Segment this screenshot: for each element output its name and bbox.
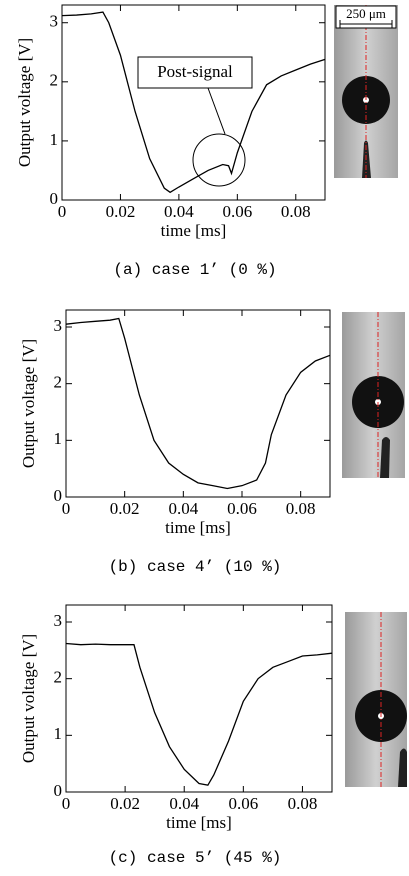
caption: (c) case 5’ (45 %) [109, 849, 282, 867]
data-line [65, 317, 331, 490]
y-tick-label: 3 [54, 316, 63, 335]
annotation-leader [207, 87, 226, 135]
x-axis-label: time [ms] [166, 813, 232, 832]
x-tick-label: 0 [58, 202, 67, 221]
plot-frame [65, 604, 333, 793]
photo [345, 612, 407, 787]
annotation-circle [192, 133, 246, 187]
x-tick-label: 0.04 [164, 202, 194, 221]
y-tick-label: 0 [54, 486, 63, 505]
x-tick-label: 0.08 [288, 794, 318, 813]
plot-frame [65, 309, 331, 498]
y-tick-label: 0 [50, 189, 59, 208]
y-tick-label: 1 [54, 429, 63, 448]
data-line [65, 642, 333, 786]
photo: 250 μm [334, 5, 398, 178]
y-tick-label: 2 [54, 373, 63, 392]
x-tick-label: 0.08 [281, 202, 311, 221]
x-axis-label: time [ms] [165, 518, 231, 537]
y-tick-label: 1 [50, 130, 59, 149]
x-tick-label: 0.06 [222, 202, 252, 221]
caption: (b) case 4’ (10 %) [109, 558, 282, 576]
x-tick-label: 0 [62, 794, 71, 813]
x-tick-label: 0 [62, 499, 71, 518]
annotation-box [137, 56, 253, 89]
caption: (a) case 1’ (0 %) [113, 261, 276, 279]
x-tick-label: 0.04 [169, 794, 199, 813]
y-axis-label: Output voltage [V] [19, 634, 38, 763]
scale-bar-label: 250 μm [346, 6, 386, 21]
y-tick-label: 3 [54, 611, 63, 630]
y-tick-label: 1 [54, 724, 63, 743]
y-axis-label: Output voltage [V] [15, 38, 34, 167]
x-tick-label: 0.04 [168, 499, 198, 518]
data-line [61, 11, 326, 194]
x-tick-label: 0.06 [227, 499, 257, 518]
photo [342, 312, 405, 478]
plot-frame [61, 4, 326, 201]
annotation: Post-signal [157, 62, 233, 81]
x-tick-label: 0.02 [110, 499, 140, 518]
x-axis-label: time [ms] [161, 221, 227, 240]
y-tick-label: 2 [54, 668, 63, 687]
y-tick-label: 2 [50, 71, 59, 90]
x-tick-label: 0.06 [228, 794, 258, 813]
x-tick-label: 0.08 [286, 499, 316, 518]
x-tick-label: 0.02 [106, 202, 136, 221]
y-tick-label: 0 [54, 781, 63, 800]
x-tick-label: 0.02 [110, 794, 140, 813]
y-tick-label: 3 [50, 12, 59, 31]
y-axis-label: Output voltage [V] [19, 339, 38, 468]
